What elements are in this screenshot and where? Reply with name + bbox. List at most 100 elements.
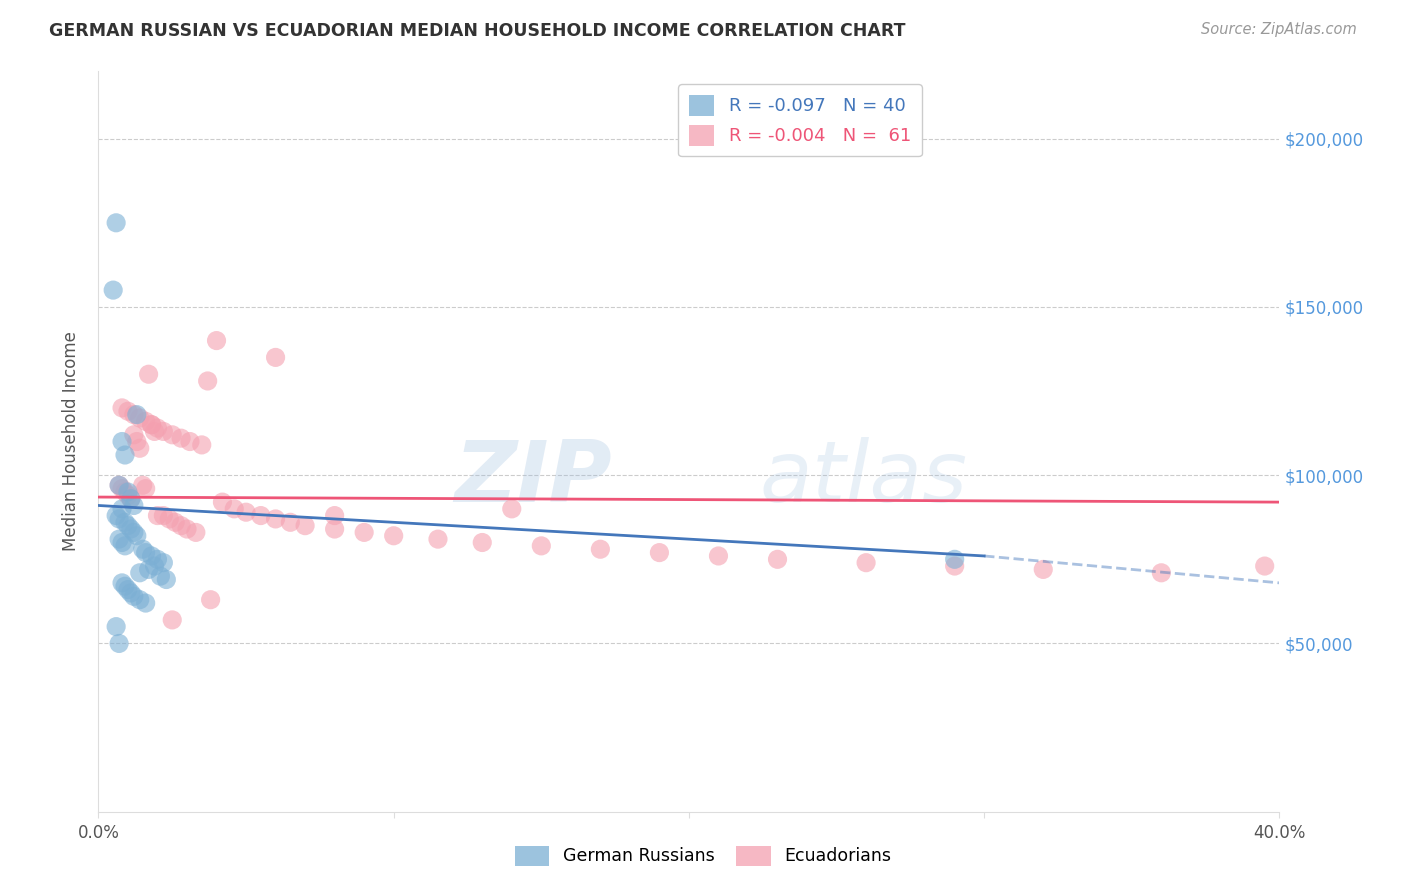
Point (943, 559, 966, 574)
Point (108, 512, 131, 526)
Point (855, 556, 877, 570)
Point (135, 546, 157, 560)
Point (117, 518, 139, 533)
Point (1032, 562, 1054, 576)
Point (157, 512, 180, 526)
Legend: German Russians, Ecuadorians: German Russians, Ecuadorians (508, 838, 898, 872)
Point (648, 546, 671, 560)
Point (105, 619, 128, 633)
Point (176, 522, 198, 536)
Point (128, 411, 150, 425)
Point (197, 374, 219, 388)
Point (766, 552, 789, 566)
Point (141, 549, 163, 563)
Point (138, 562, 160, 576)
Point (353, 525, 375, 540)
Point (128, 566, 150, 580)
Point (111, 401, 134, 415)
Point (125, 408, 148, 422)
Point (943, 552, 966, 566)
Point (146, 552, 169, 566)
Point (125, 529, 148, 543)
Point (122, 590, 145, 604)
Point (108, 532, 131, 546)
Point (125, 434, 148, 449)
Text: ZIP: ZIP (454, 437, 612, 520)
Point (264, 512, 287, 526)
Point (120, 586, 142, 600)
Point (1254, 559, 1277, 574)
Point (103, 283, 125, 297)
Text: Source: ZipAtlas.com: Source: ZipAtlas.com (1201, 22, 1357, 37)
Point (111, 482, 134, 496)
Point (111, 575, 134, 590)
Point (200, 592, 222, 607)
Point (501, 501, 523, 516)
Point (589, 542, 612, 557)
Point (108, 478, 131, 492)
Point (707, 549, 730, 563)
Text: GERMAN RUSSIAN VS ECUADORIAN MEDIAN HOUSEHOLD INCOME CORRELATION CHART: GERMAN RUSSIAN VS ECUADORIAN MEDIAN HOUS… (49, 22, 905, 40)
Point (143, 425, 166, 439)
Legend: R = -0.097   N = 40, R = -0.004   N =  61: R = -0.097 N = 40, R = -0.004 N = 61 (678, 84, 922, 156)
Point (128, 442, 150, 456)
Point (162, 613, 183, 627)
Point (152, 425, 174, 439)
Point (211, 495, 233, 509)
Point (132, 542, 155, 557)
Y-axis label: Median Household Income: Median Household Income (62, 332, 80, 551)
Point (108, 478, 131, 492)
Point (280, 516, 302, 530)
Point (128, 592, 150, 607)
Point (141, 417, 163, 432)
Point (132, 478, 155, 492)
Point (135, 482, 157, 496)
Point (114, 516, 136, 530)
Point (143, 559, 166, 574)
Point (117, 582, 139, 597)
Point (471, 535, 494, 549)
Point (111, 434, 134, 449)
Point (117, 485, 139, 500)
Point (141, 417, 163, 432)
Point (427, 532, 450, 546)
Point (120, 491, 142, 506)
Point (114, 448, 136, 462)
Point (1150, 566, 1173, 580)
Point (135, 596, 157, 610)
Point (114, 539, 136, 553)
Point (323, 522, 346, 536)
Point (146, 421, 169, 435)
Point (149, 569, 172, 583)
Text: atlas: atlas (759, 437, 967, 520)
Point (117, 404, 139, 418)
Point (152, 508, 174, 523)
Point (146, 508, 169, 523)
Point (179, 434, 201, 449)
Point (155, 573, 177, 587)
Point (122, 499, 145, 513)
Point (235, 505, 257, 519)
Point (250, 508, 273, 523)
Point (184, 525, 207, 540)
Point (122, 408, 145, 422)
Point (170, 518, 193, 533)
Point (138, 368, 160, 382)
Point (120, 491, 142, 506)
Point (205, 334, 228, 348)
Point (135, 414, 157, 428)
Point (152, 556, 174, 570)
Point (114, 579, 136, 593)
Point (114, 485, 136, 500)
Point (170, 431, 193, 445)
Point (382, 529, 405, 543)
Point (323, 508, 346, 523)
Point (264, 351, 287, 365)
Point (224, 501, 246, 516)
Point (122, 427, 145, 442)
Point (120, 522, 142, 536)
Point (294, 518, 316, 533)
Point (105, 216, 128, 230)
Point (111, 535, 134, 549)
Point (191, 438, 214, 452)
